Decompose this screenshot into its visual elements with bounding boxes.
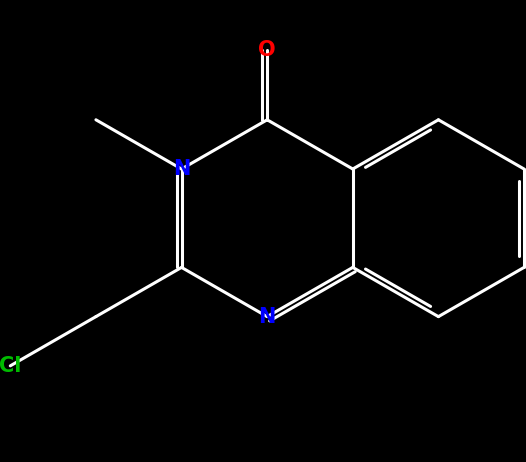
Text: N: N — [258, 307, 276, 327]
Text: N: N — [173, 159, 190, 179]
Text: Cl: Cl — [0, 356, 22, 376]
Text: O: O — [258, 40, 276, 60]
